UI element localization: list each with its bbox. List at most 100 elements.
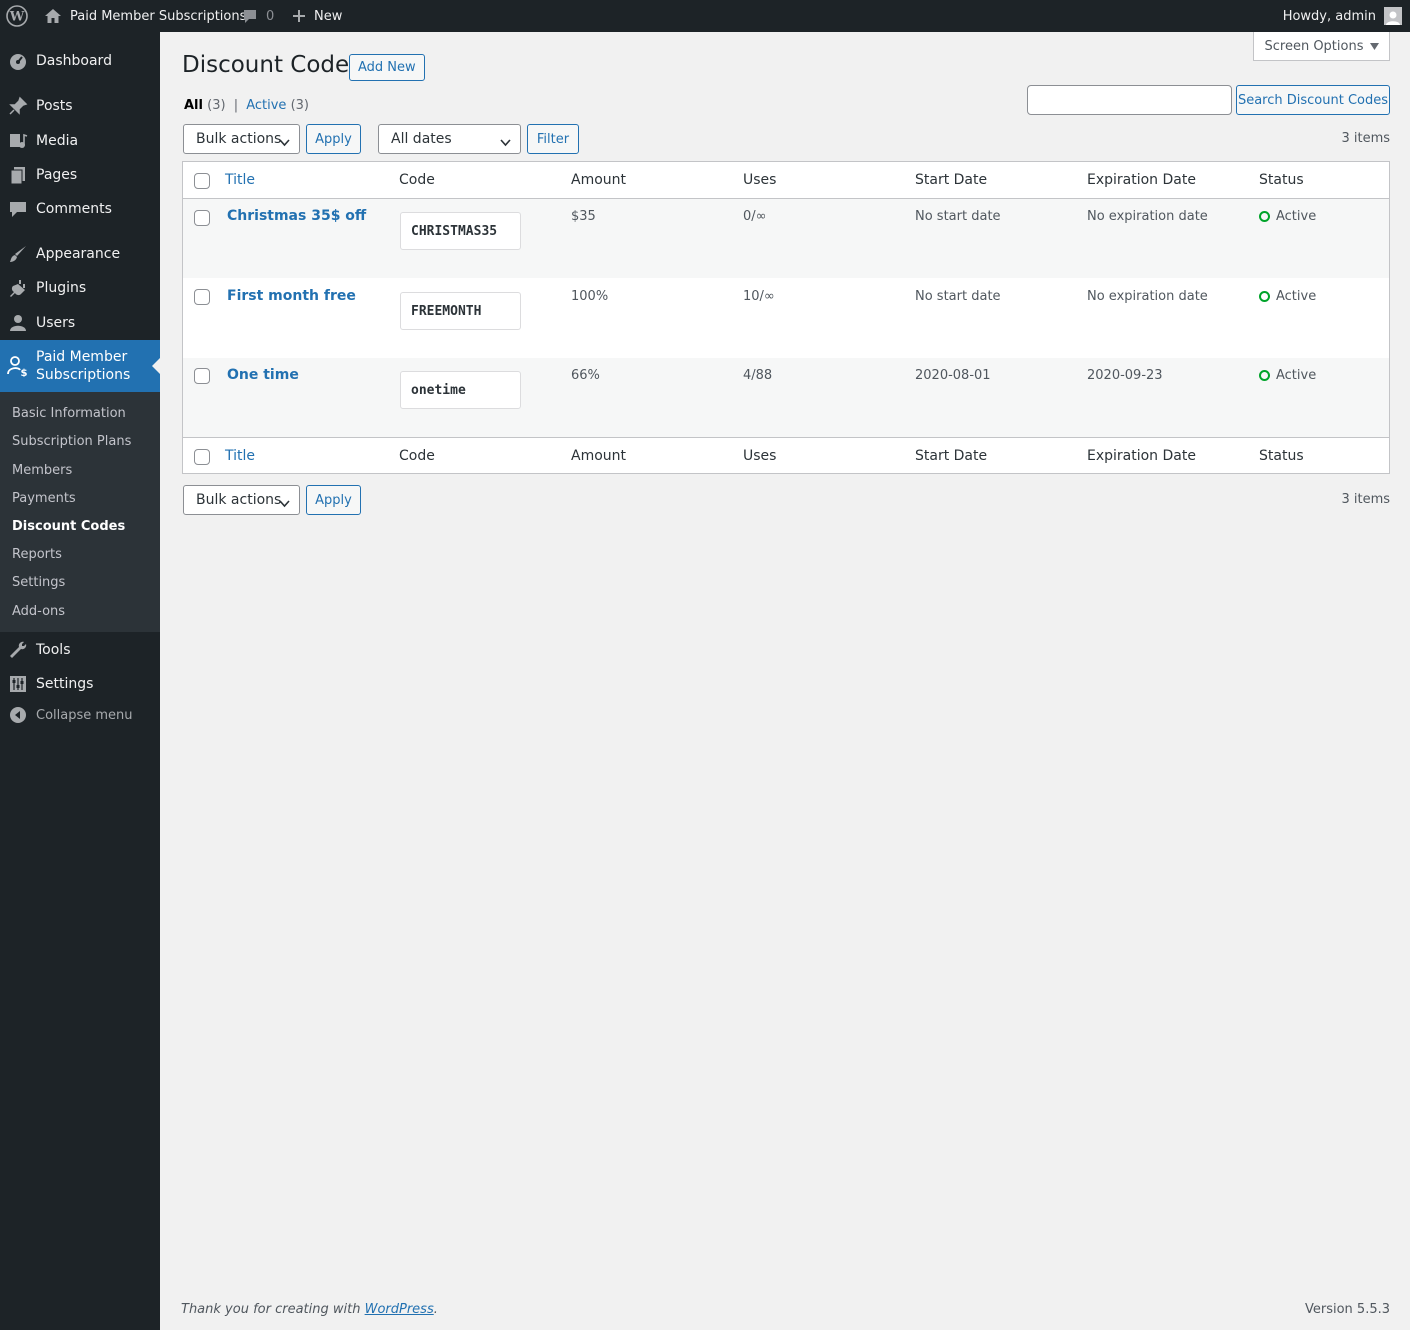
table-row: One time onetime 66% 4/88 2020-08-01 202… [183, 358, 1389, 437]
footer-version: Version 5.5.3 [1304, 1302, 1390, 1317]
row-start-date: No start date [915, 209, 1001, 224]
footer-thanks-text: Thank you for creating with [181, 1302, 361, 1317]
footer-period: . [433, 1302, 438, 1317]
sidebar-item-media[interactable]: Media [0, 124, 160, 158]
chevron-down-icon [279, 135, 290, 151]
submenu-subscription-plans[interactable]: Subscription Plans [12, 434, 132, 449]
screen-options-button[interactable]: Screen Options [1253, 32, 1390, 61]
submenu-payments[interactable]: Payments [12, 491, 76, 506]
discount-codes-table: Title Code Amount Uses Start Date Expira… [182, 161, 1390, 474]
column-amount-footer: Amount [571, 448, 627, 464]
pin-icon [0, 96, 36, 116]
column-title[interactable]: Title [225, 172, 256, 188]
row-title-link[interactable]: One time [227, 367, 299, 383]
column-code-footer: Code [399, 448, 435, 464]
filter-button[interactable]: Filter [527, 124, 579, 154]
select-all-checkbox[interactable] [194, 173, 210, 189]
column-title-footer[interactable]: Title [225, 448, 256, 464]
row-title-link[interactable]: Christmas 35$ off [227, 208, 367, 224]
row-checkbox[interactable] [194, 368, 210, 384]
view-all-count: (3) [207, 98, 226, 113]
bulk-actions-label: Bulk actions [196, 131, 282, 147]
howdy-text: Howdy, admin [1282, 8, 1376, 24]
sidebar-item-settings[interactable]: Settings [0, 667, 160, 701]
column-status-footer: Status [1259, 448, 1304, 464]
comment-icon [242, 8, 258, 24]
submenu-basic-information[interactable]: Basic Information [12, 406, 126, 421]
status-label: Active [1276, 209, 1317, 224]
view-filters: All (3) | Active (3) [184, 98, 309, 113]
search-input[interactable] [1027, 85, 1232, 115]
row-checkbox[interactable] [194, 210, 210, 226]
chevron-down-icon [500, 135, 511, 151]
screen-options-label: Screen Options [1264, 38, 1364, 54]
bulk-actions-select-top[interactable]: Bulk actions [183, 124, 300, 154]
column-start-date: Start Date [915, 172, 988, 188]
sidebar-item-plugins[interactable]: Plugins [0, 271, 160, 305]
sidebar-item-pages[interactable]: Pages [0, 158, 160, 192]
admin-sidebar: Dashboard Posts Media Pages Comments App… [0, 32, 160, 1330]
submenu-discount-codes[interactable]: Discount Codes [12, 519, 126, 534]
table-row: Christmas 35$ off CHRISTMAS35 $35 0/∞ No… [183, 199, 1389, 278]
submenu-reports[interactable]: Reports [12, 547, 62, 562]
row-code-field[interactable]: onetime [400, 371, 521, 409]
new-label: New [314, 8, 343, 24]
search-discount-codes-button[interactable]: Search Discount Codes [1236, 85, 1390, 115]
table-row: First month free FREEMONTH 100% 10/∞ No … [183, 279, 1389, 358]
add-new-button[interactable]: Add New [349, 54, 425, 81]
sidebar-item-posts[interactable]: Posts [0, 89, 160, 123]
new-content-link[interactable]: New [292, 0, 342, 32]
row-title-link[interactable]: First month free [227, 288, 356, 304]
dates-select[interactable]: All dates [378, 124, 521, 154]
row-code-field[interactable]: CHRISTMAS35 [400, 212, 521, 250]
status-label: Active [1276, 368, 1317, 383]
view-active-link[interactable]: Active [246, 98, 287, 113]
comment-icon [0, 199, 36, 219]
submenu-members[interactable]: Members [12, 463, 73, 478]
column-uses-footer: Uses [743, 448, 777, 464]
chevron-down-icon [279, 496, 290, 512]
column-start-date-footer: Start Date [915, 448, 988, 464]
wrench-icon [0, 640, 36, 660]
plus-icon [292, 9, 306, 23]
footer-thanks: Thank you for creating with WordPress. [181, 1302, 438, 1317]
wordpress-logo-icon[interactable]: W [6, 0, 28, 32]
view-all-link[interactable]: All [184, 98, 203, 113]
apply-button-bottom[interactable]: Apply [306, 485, 361, 515]
sidebar-item-appearance[interactable]: Appearance [0, 237, 160, 271]
row-code-field[interactable]: FREEMONTH [400, 292, 521, 330]
site-name-link[interactable]: Paid Member Subscriptions [44, 0, 246, 32]
wordpress-link[interactable]: WordPress [364, 1302, 434, 1317]
collapse-menu-button[interactable]: Collapse menu [0, 706, 133, 724]
column-status: Status [1259, 172, 1304, 188]
main-content: Screen Options Discount Codes Add New Al… [160, 32, 1410, 1330]
plug-icon [0, 278, 36, 298]
row-uses: 0/∞ [743, 209, 767, 224]
row-expiration-date: No expiration date [1087, 289, 1208, 304]
submenu-add-ons[interactable]: Add-ons [12, 604, 66, 619]
row-uses: 10/∞ [743, 289, 775, 304]
status-label: Active [1276, 289, 1317, 304]
avatar [1384, 7, 1402, 25]
svg-text:W: W [9, 10, 25, 25]
sliders-icon [0, 674, 36, 694]
account-menu[interactable]: Howdy, admin [1283, 0, 1402, 32]
column-code: Code [399, 172, 435, 188]
row-expiration-date: 2020-09-23 [1087, 368, 1163, 383]
items-count-bottom: 3 items [1341, 492, 1390, 507]
comments-count: 0 [266, 8, 275, 24]
submenu-settings[interactable]: Settings [12, 575, 66, 590]
sidebar-item-paid-member-subscriptions[interactable]: $ Paid Member Subscriptions [0, 340, 160, 392]
row-checkbox[interactable] [194, 289, 210, 305]
sidebar-item-comments[interactable]: Comments [0, 192, 160, 226]
select-all-checkbox-bottom[interactable] [194, 449, 210, 465]
row-start-date: 2020-08-01 [915, 368, 991, 383]
comments-link[interactable]: 0 [242, 0, 274, 32]
sidebar-item-users[interactable]: Users [0, 306, 160, 340]
apply-button-top[interactable]: Apply [306, 124, 361, 154]
sidebar-item-dashboard[interactable]: Dashboard [0, 44, 160, 78]
page-title: Discount Codes [182, 52, 362, 78]
bulk-actions-select-bottom[interactable]: Bulk actions [183, 485, 300, 515]
submenu: Basic Information Subscription Plans Mem… [0, 392, 160, 632]
sidebar-item-tools[interactable]: Tools [0, 633, 160, 667]
